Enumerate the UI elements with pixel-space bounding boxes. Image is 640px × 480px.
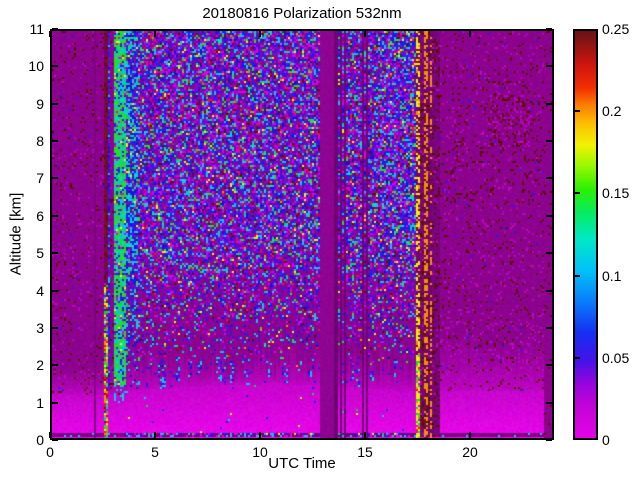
- colorbar-tick-label: 0.15: [602, 185, 630, 202]
- y-tick-label: 4: [36, 282, 44, 299]
- x-tick-mark: [259, 432, 261, 438]
- y-tick-mark: [52, 140, 58, 143]
- colorbar-gradient: [575, 31, 596, 438]
- colorbar-tick-label: 0.2: [602, 103, 622, 120]
- x-tick-mark-top: [259, 31, 261, 37]
- x-tick-mark: [49, 432, 51, 438]
- y-tick-mark-right: [546, 28, 552, 30]
- y-tick-mark: [52, 401, 58, 404]
- colorbar-tick-label: 0.25: [602, 21, 630, 37]
- y-tick-mark: [52, 364, 58, 367]
- y-tick-mark-right: [546, 65, 552, 68]
- y-tick-label: 0: [36, 432, 44, 448]
- y-tick-label: 3: [36, 319, 44, 336]
- chart-title: 20180816 Polarization 532nm: [202, 5, 402, 22]
- x-tick-label: 15: [357, 444, 373, 460]
- y-tick-mark: [52, 177, 58, 180]
- heatmap-plot: [50, 29, 554, 440]
- x-tick-label: 5: [151, 444, 159, 460]
- y-tick-mark-right: [546, 252, 552, 255]
- y-tick-mark-right: [546, 102, 552, 105]
- y-tick-mark: [52, 252, 58, 255]
- y-tick-label: 6: [36, 207, 44, 224]
- x-tick-label: 10: [252, 444, 268, 460]
- y-tick-mark-right: [546, 289, 552, 292]
- y-tick-label: 7: [36, 170, 44, 187]
- colorbar: [573, 29, 598, 440]
- colorbar-tick-label: 0.1: [602, 267, 622, 284]
- y-tick-label: 2: [36, 357, 44, 374]
- y-tick-mark-right: [546, 140, 552, 143]
- y-axis-label: Altitude [km]: [7, 192, 25, 276]
- x-tick-mark: [364, 432, 366, 438]
- colorbar-tick-label: 0.05: [602, 349, 630, 366]
- y-tick-mark: [52, 65, 58, 68]
- y-tick-label: 10: [28, 58, 44, 75]
- colorbar-tick-mark: [575, 356, 580, 359]
- y-tick-label: 11: [29, 21, 44, 37]
- y-tick-mark: [52, 214, 58, 217]
- y-tick-label: 9: [36, 95, 44, 112]
- x-tick-label: 20: [462, 444, 478, 460]
- y-tick-mark-right: [546, 439, 552, 441]
- x-axis-label: UTC Time: [268, 455, 336, 472]
- colorbar-tick-label: 0: [602, 432, 610, 448]
- y-tick-mark-right: [546, 177, 552, 180]
- x-tick-mark: [469, 432, 471, 438]
- x-tick-mark: [154, 432, 156, 438]
- y-tick-mark: [52, 439, 58, 441]
- x-tick-mark-top: [469, 31, 471, 37]
- y-tick-mark-right: [546, 401, 552, 404]
- y-tick-mark: [52, 28, 58, 30]
- y-tick-mark-right: [546, 214, 552, 217]
- x-tick-label: 0: [46, 444, 54, 460]
- y-tick-label: 5: [36, 245, 44, 262]
- y-tick-mark-right: [546, 326, 552, 329]
- x-tick-mark-top: [49, 31, 51, 37]
- y-tick-mark: [52, 289, 58, 292]
- y-tick-mark-right: [546, 364, 552, 367]
- y-tick-mark: [52, 102, 58, 105]
- y-tick-label: 1: [36, 394, 44, 411]
- heatmap-canvas: [50, 29, 554, 440]
- colorbar-tick-mark: [575, 274, 580, 277]
- x-tick-mark-top: [364, 31, 366, 37]
- colorbar-tick-mark: [575, 110, 580, 113]
- colorbar-tick-mark: [575, 192, 580, 195]
- y-tick-label: 8: [36, 133, 44, 150]
- x-tick-mark-top: [154, 31, 156, 37]
- y-tick-mark: [52, 326, 58, 329]
